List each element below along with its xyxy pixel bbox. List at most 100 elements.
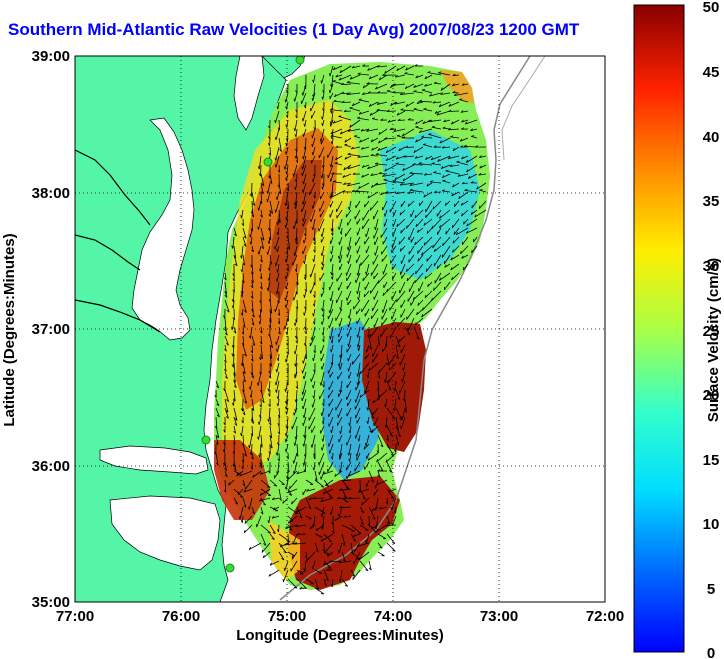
velocity-vector-head (396, 134, 400, 137)
velocity-vector-head (329, 297, 332, 302)
velocity-vector (396, 317, 406, 327)
velocity-vector (452, 245, 460, 253)
velocity-vector (374, 236, 379, 245)
velocity-vector (470, 128, 478, 132)
velocity-vector-head (294, 179, 297, 183)
velocity-vector-head (361, 511, 365, 514)
velocity-vector (453, 227, 460, 235)
velocity-vector-head (439, 224, 441, 229)
velocity-vector (233, 407, 238, 421)
velocity-vector (260, 281, 263, 290)
velocity-vector (260, 479, 271, 488)
velocity-vector (275, 146, 280, 161)
velocity-vector (321, 74, 325, 84)
velocity-vector-head (346, 80, 350, 83)
velocity-vector (413, 326, 420, 340)
velocity-vector (269, 425, 273, 439)
velocity-vector (334, 515, 343, 522)
velocity-vector-head (314, 478, 318, 481)
velocity-vector (287, 578, 298, 589)
velocity-vector (471, 136, 478, 139)
velocity-vector-head (387, 119, 391, 123)
velocity-vector (416, 308, 424, 316)
velocity-vector-head (299, 571, 302, 575)
velocity-vector (425, 200, 433, 213)
velocity-vector (329, 209, 334, 218)
velocity-vector-head (292, 297, 295, 301)
velocity-vector (333, 101, 343, 103)
velocity-vector (427, 119, 442, 123)
velocity-vector (328, 398, 334, 407)
velocity-vector (242, 479, 246, 487)
velocity-vector (293, 542, 307, 545)
velocity-vector-head (302, 422, 304, 426)
velocity-vector (259, 317, 262, 325)
velocity-vector-head (277, 414, 281, 418)
velocity-vector (425, 209, 433, 219)
velocity-vector (422, 299, 433, 311)
velocity-vector-head (302, 443, 305, 447)
velocity-vector (272, 497, 280, 500)
velocity-vector-head (294, 155, 297, 159)
velocity-vector (320, 353, 325, 362)
velocity-vector-head (330, 131, 333, 135)
velocity-vector (438, 101, 451, 108)
velocity-vector (377, 272, 388, 284)
velocity-vector-head (354, 399, 356, 403)
velocity-vector (328, 407, 334, 417)
velocity-vector (396, 110, 406, 116)
velocity-vector-head (271, 515, 275, 519)
velocity-vector (334, 92, 343, 98)
velocity-vector-head (444, 202, 447, 206)
velocity-vector (286, 416, 289, 429)
velocity-vector (260, 164, 262, 177)
velocity-vector (408, 227, 415, 241)
velocity-vector (456, 161, 469, 166)
velocity-vector-head (395, 162, 399, 165)
velocity-vector (215, 425, 220, 439)
velocity-vector-head (223, 388, 226, 392)
velocity-vector (372, 398, 379, 404)
velocity-vector-head (258, 321, 261, 325)
velocity-vector (338, 335, 343, 343)
velocity-vector-head (240, 290, 243, 294)
velocity-vector-head (426, 258, 428, 262)
velocity-vector (357, 371, 361, 386)
velocity-vector-head (338, 579, 341, 583)
velocity-vector (366, 533, 370, 544)
velocity-vector (349, 425, 352, 434)
velocity-vector-head (285, 177, 287, 181)
velocity-vector (215, 398, 220, 406)
velocity-vector-head (321, 486, 325, 488)
velocity-vector (251, 299, 254, 312)
velocity-vector (348, 128, 361, 132)
velocity-vector-head (301, 118, 304, 122)
velocity-vector (301, 389, 307, 402)
velocity-vector (233, 425, 236, 434)
velocity-vector (382, 173, 397, 177)
velocity-vector (339, 317, 343, 327)
velocity-vector-head (302, 406, 304, 410)
velocity-vector (251, 344, 254, 354)
velocity-vector-head (288, 493, 292, 496)
velocity-vector (445, 227, 451, 235)
velocity-vector-head (339, 70, 342, 74)
velocity-vector-head (240, 255, 242, 259)
velocity-vector (241, 290, 244, 298)
velocity-vector (377, 335, 381, 346)
velocity-vector (433, 172, 442, 175)
velocity-vector (479, 155, 487, 158)
velocity-vector (269, 344, 273, 359)
velocity-vector-head (242, 483, 246, 487)
velocity-vector-head (371, 416, 375, 419)
velocity-vector (382, 299, 388, 313)
velocity-vector (403, 155, 415, 158)
velocity-vector (224, 407, 229, 419)
velocity-vector-head (274, 157, 277, 161)
velocity-vector-head (294, 268, 297, 272)
velocity-vector-head (376, 387, 380, 391)
velocity-vector (269, 434, 273, 449)
velocity-vector (242, 452, 244, 463)
velocity-vector-head (267, 418, 270, 422)
velocity-vector (399, 353, 406, 366)
